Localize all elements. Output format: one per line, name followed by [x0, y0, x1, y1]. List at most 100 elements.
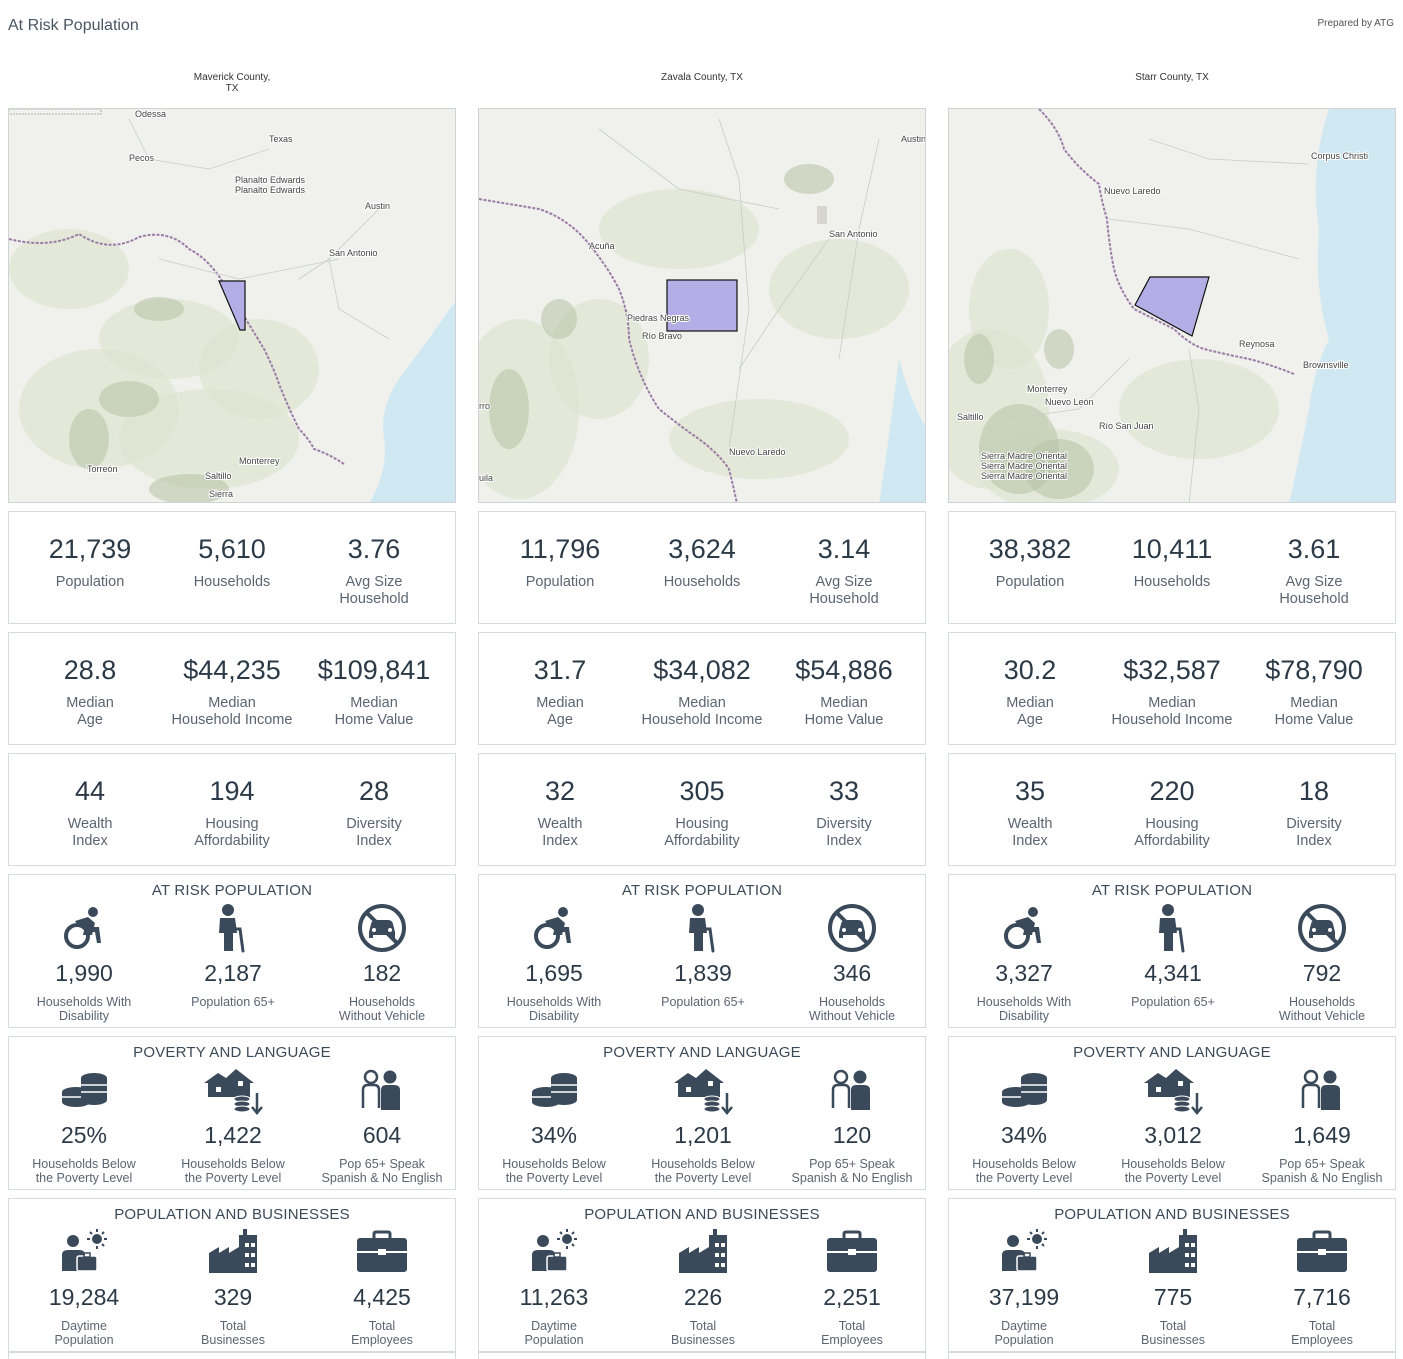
map-label: Planalto Edwards: [235, 175, 306, 185]
map-label: Planalto Edwards: [235, 185, 306, 195]
stat-label-line: Population: [995, 574, 1065, 590]
briefcase-icon: [777, 1226, 927, 1278]
elderly-person-icon: [1098, 902, 1248, 954]
county-map[interactable]: Austin San Antonio Acuña Piedras Negras Río …: [478, 108, 926, 503]
item-spanish: 120 Pop 65+ Speak Spanish & No English: [777, 1064, 927, 1185]
stat-median_age: 31.7 Median Age: [485, 633, 635, 729]
business-section: POPULATION AND BUSINESSES 37,199 Daytime…: [948, 1198, 1396, 1352]
item-label-line: Total: [689, 1319, 717, 1333]
stat-value: 10,411: [1131, 534, 1213, 564]
stat-value: 3.76: [347, 534, 401, 564]
stat-value: 18: [1298, 776, 1330, 806]
stat-label-line: Index: [356, 833, 392, 849]
map-label: Austin: [901, 134, 926, 144]
item-label-line: Households Below: [972, 1157, 1076, 1171]
section-title: POPULATION AND BUSINESSES: [114, 1206, 350, 1223]
stat-label-line: Household Income: [641, 712, 763, 728]
item-value: 4,341: [1144, 960, 1202, 986]
at-risk-section: AT RISK POPULATION 1,695 Households With…: [478, 874, 926, 1028]
map-label: rro: [479, 401, 490, 411]
wheelchair-icon: [949, 902, 1099, 954]
map-label: uila: [479, 473, 493, 483]
item-value: 1,422: [204, 1122, 262, 1148]
stat-label-line: Diversity: [346, 816, 402, 832]
item-label-line: Households: [818, 995, 885, 1009]
item-label-line: Households Below: [32, 1157, 136, 1171]
item-label-line: Total: [838, 1319, 866, 1333]
stat-label-line: Index: [72, 833, 108, 849]
stat-label-line: Housing: [675, 816, 729, 832]
no-vehicle-icon: [307, 902, 457, 954]
stat-label-line: Diversity: [816, 816, 872, 832]
item-label-line: Disability: [998, 1009, 1049, 1023]
map-label: Odessa: [135, 109, 166, 119]
stat-value: 305: [679, 776, 725, 806]
item-label-line: Population 65+: [661, 995, 745, 1009]
briefcase-icon: [1247, 1226, 1397, 1278]
stat-population: 11,796 Population: [485, 512, 635, 591]
item-label-line: Businesses: [671, 1333, 735, 1347]
stat-label-line: Households: [1133, 574, 1211, 590]
stat-value: 32: [544, 776, 576, 806]
coins-icon: [9, 1064, 159, 1116]
stat-label-line: Median: [820, 695, 868, 711]
item-label-line: Pop 65+ Speak: [809, 1157, 895, 1171]
item-label-line: Total: [368, 1319, 396, 1333]
item-label-line: Households Below: [181, 1157, 285, 1171]
stat-label-line: Median: [678, 695, 726, 711]
stat-diversity: 28 Diversity Index: [299, 754, 449, 850]
stat-label-line: Home Value: [1274, 712, 1354, 728]
stat-population: 21,739 Population: [15, 512, 165, 591]
county-name-line: Zavala County, TX: [661, 72, 743, 83]
stat-value: 11,796: [519, 534, 601, 564]
daytime-worker-icon: [9, 1226, 159, 1278]
item-value: 2,187: [204, 960, 262, 986]
item-poverty_pct: 34% Households Below the Poverty Level: [949, 1064, 1099, 1185]
map-label: San Antonio: [329, 248, 378, 258]
county-map[interactable]: Corpus Christi Nuevo Laredo Reynosa Brownsv…: [948, 108, 1396, 503]
item-label-line: Spanish & No English: [791, 1171, 913, 1185]
stat-value: 28.8: [63, 655, 117, 685]
daytime-worker-icon: [949, 1226, 1099, 1278]
section-title: POVERTY AND LANGUAGE: [603, 1044, 801, 1061]
stat-value: $109,841: [317, 655, 431, 685]
item-label-line: Employees: [1291, 1333, 1353, 1347]
county-map[interactable]: Odessa Texas Pecos Planalto Edwards Planalto…: [8, 108, 456, 503]
item-disability: 1,695 Households With Disability: [479, 902, 629, 1023]
item-no_vehicle: 182 Households Without Vehicle: [307, 902, 457, 1023]
stat-value: $78,790: [1265, 655, 1363, 685]
item-disability: 3,327 Households With Disability: [949, 902, 1099, 1023]
item-no_vehicle: 346 Households Without Vehicle: [777, 902, 927, 1023]
no-vehicle-icon: [777, 902, 927, 954]
stat-median_home: $109,841 Median Home Value: [299, 633, 449, 729]
item-label-line: Households Below: [1121, 1157, 1225, 1171]
no-vehicle-icon: [1247, 902, 1397, 954]
stat-median_home: $54,886 Median Home Value: [769, 633, 919, 729]
stat-label-line: Age: [77, 712, 103, 728]
next-panel-edge: [948, 1352, 1396, 1359]
stat-label-line: Home Value: [804, 712, 884, 728]
section-title: POVERTY AND LANGUAGE: [133, 1044, 331, 1061]
stat-value: 194: [209, 776, 255, 806]
map-label: Río Bravo: [642, 331, 682, 341]
stat-label-line: Diversity: [1286, 816, 1342, 832]
stat-median_age: 28.8 Median Age: [15, 633, 165, 729]
stat-label-line: Wealth: [67, 816, 113, 832]
map-label: Reynosa: [1239, 339, 1275, 349]
item-value: 4,425: [353, 1284, 411, 1310]
map-label: Acuña: [589, 241, 615, 251]
item-disability: 1,990 Households With Disability: [9, 902, 159, 1023]
stat-housing: 305 Housing Affordability: [627, 754, 777, 850]
item-value: 1,695: [525, 960, 583, 986]
stat-households: 10,411 Households: [1097, 512, 1247, 591]
item-value: 37,199: [988, 1284, 1060, 1310]
stat-label-line: Home Value: [334, 712, 414, 728]
item-businesses: 226 Total Businesses: [628, 1226, 778, 1347]
median-panel: 31.7 Median Age $34,082 Median Household I…: [478, 632, 926, 745]
item-label-line: Total: [1308, 1319, 1336, 1333]
stat-value: 5,610: [198, 534, 266, 564]
factory-icon: [1098, 1226, 1248, 1278]
stat-households: 5,610 Households: [157, 512, 307, 591]
stat-label-line: Age: [547, 712, 573, 728]
section-title: AT RISK POPULATION: [621, 882, 783, 899]
